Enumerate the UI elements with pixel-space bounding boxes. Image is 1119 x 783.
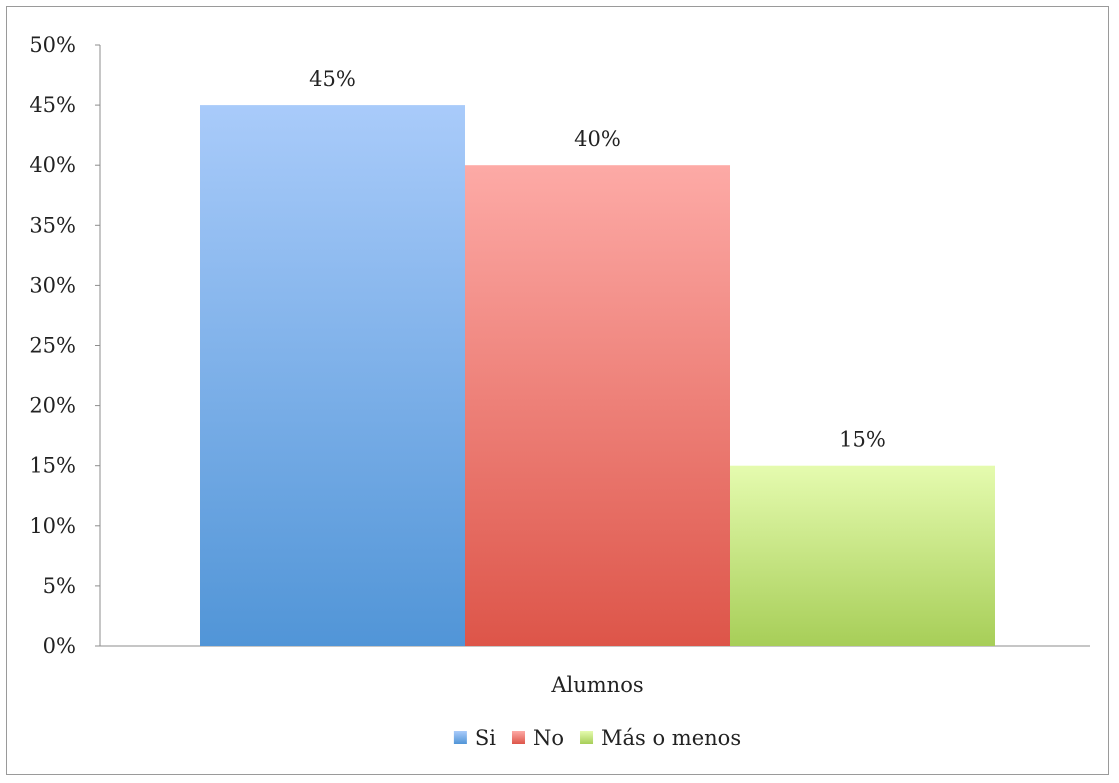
data-label: 15% bbox=[839, 428, 886, 452]
legend-label: Si bbox=[475, 726, 496, 750]
y-tick-label: 45% bbox=[29, 93, 76, 117]
legend-item: Más o menos bbox=[580, 726, 741, 750]
y-tick-label: 0% bbox=[43, 634, 76, 658]
x-category-label: Alumnos bbox=[550, 673, 643, 697]
bar-si bbox=[200, 105, 465, 647]
y-tick-label: 10% bbox=[29, 514, 76, 538]
legend-swatch bbox=[580, 731, 594, 744]
legend-swatch bbox=[511, 731, 525, 744]
y-tick-label: 30% bbox=[29, 273, 76, 297]
y-tick-label: 20% bbox=[29, 394, 76, 418]
y-tick-label: 35% bbox=[29, 213, 76, 237]
legend-item: No bbox=[511, 726, 564, 750]
y-tick-label: 50% bbox=[29, 33, 76, 57]
legend-swatch bbox=[453, 731, 467, 744]
data-label: 40% bbox=[574, 127, 621, 151]
legend-label: No bbox=[533, 726, 564, 750]
y-tick-label: 25% bbox=[29, 334, 76, 358]
data-label: 45% bbox=[309, 67, 356, 91]
y-tick-label: 40% bbox=[29, 153, 76, 177]
y-tick-label: 15% bbox=[29, 454, 76, 478]
legend-item: Si bbox=[453, 726, 496, 750]
y-tick-label: 5% bbox=[43, 574, 76, 598]
bar-no bbox=[465, 165, 730, 646]
legend-label: Más o menos bbox=[601, 726, 741, 750]
bar-más-o-menos bbox=[730, 465, 995, 646]
